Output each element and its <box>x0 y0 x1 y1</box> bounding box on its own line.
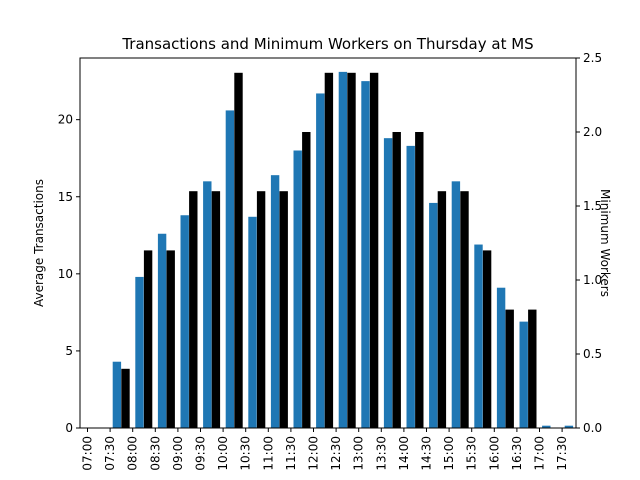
transactions-bar-1130 <box>293 150 302 428</box>
x-tick-label: 14:30 <box>420 436 434 471</box>
transactions-bar-0730 <box>112 361 122 428</box>
workers-bar-1330 <box>392 132 401 428</box>
transactions-bar-0830 <box>157 233 167 428</box>
workers-bar-0730 <box>121 368 130 428</box>
x-tick-label: 15:30 <box>465 436 479 471</box>
workers-bar-1030 <box>256 191 266 428</box>
x-tick-label: 17:30 <box>555 436 569 471</box>
x-tick-label: 08:00 <box>126 436 140 471</box>
x-tick-label: 17:00 <box>533 436 547 471</box>
left-axis-label: Average Transactions <box>32 179 46 307</box>
transactions-bar-1730 <box>564 425 574 428</box>
plot-frame <box>79 57 577 429</box>
x-tick-label: 11:00 <box>261 436 275 471</box>
workers-bar-1230 <box>347 72 356 429</box>
workers-bar-1430 <box>437 191 447 428</box>
x-tick-label: 16:30 <box>510 436 524 471</box>
transactions-bar-1300 <box>361 81 370 429</box>
x-tick-label: 16:00 <box>487 436 501 471</box>
x-tick-label: 14:00 <box>397 436 411 471</box>
x-tick-label: 09:30 <box>194 436 208 471</box>
left-axis: 0 5 10 15 20 <box>58 113 80 435</box>
x-tick-label: 11:30 <box>284 436 298 471</box>
right-tick-label: 1.5 <box>583 199 602 213</box>
x-tick-label: 13:30 <box>374 436 388 471</box>
transactions-bar-1100 <box>270 175 280 428</box>
workers-bar-0930 <box>211 191 221 428</box>
workers-bar-0800 <box>143 250 153 428</box>
transactions-bar-0900 <box>180 215 189 428</box>
x-tick-label: 15:00 <box>442 436 456 471</box>
right-tick-label: 0.0 <box>583 421 602 435</box>
transactions-bar-1430 <box>429 202 438 428</box>
workers-bar-1130 <box>302 132 311 428</box>
x-axis: 07:00 07:30 08:00 08:30 09:00 09:30 10:00 10:30… <box>81 428 569 471</box>
workers-bar-1600 <box>505 309 514 428</box>
x-tick-label: 10:00 <box>216 436 230 471</box>
transactions-bar-1000 <box>225 110 235 429</box>
x-tick-label: 08:30 <box>148 436 162 471</box>
right-tick-label: 0.5 <box>583 347 602 361</box>
transactions-bar-0930 <box>203 181 212 428</box>
left-tick-label: 0 <box>65 421 73 435</box>
workers-bar-1100 <box>279 191 288 428</box>
right-tick-label: 2.5 <box>583 51 602 65</box>
transactions-bar-1500 <box>451 181 461 428</box>
transactions-bar-1700 <box>542 425 551 428</box>
workers-bar-1400 <box>415 132 424 428</box>
transactions-bar-1600 <box>496 287 506 428</box>
left-tick-label: 15 <box>58 190 73 204</box>
x-tick-label: 12:00 <box>307 436 321 471</box>
right-axis: 0.0 0.5 1.0 1.5 2.0 2.5 <box>576 51 602 435</box>
transactions-bar-1030 <box>248 216 257 428</box>
right-tick-label: 1.0 <box>583 273 602 287</box>
x-tick-label: 13:00 <box>352 436 366 471</box>
x-tick-label: 12:30 <box>329 436 343 471</box>
x-tick-label: 07:30 <box>103 436 117 471</box>
workers-bar-1530 <box>482 250 492 428</box>
x-tick-label: 10:30 <box>239 436 253 471</box>
chart-title: Transactions and Minimum Workers on Thur… <box>121 35 533 53</box>
transactions-bar-1630 <box>519 321 528 429</box>
x-tick-label: 09:00 <box>171 436 185 471</box>
workers-bar-1300 <box>369 72 379 429</box>
right-tick-label: 2.0 <box>583 125 602 139</box>
transactions-bar-1530 <box>474 244 483 428</box>
workers-bar-1000 <box>234 72 243 429</box>
transactions-bar-1400 <box>406 145 415 429</box>
transactions-bar-0800 <box>135 276 144 428</box>
right-axis-label: Minimum Workers <box>598 189 612 297</box>
left-tick-label: 20 <box>58 113 73 127</box>
workers-bar-0900 <box>189 191 198 428</box>
left-tick-label: 5 <box>65 344 73 358</box>
bars-layer <box>112 71 574 429</box>
workers-bar-1200 <box>324 72 334 429</box>
transactions-bar-1230 <box>338 71 348 429</box>
x-tick-label: 07:00 <box>81 436 95 471</box>
workers-bar-0830 <box>166 250 175 428</box>
left-tick-label: 10 <box>58 267 73 281</box>
transactions-bar-1330 <box>383 138 393 429</box>
workers-bar-1500 <box>460 191 469 428</box>
workers-bar-1630 <box>528 309 537 428</box>
transactions-bar-1200 <box>316 93 325 429</box>
